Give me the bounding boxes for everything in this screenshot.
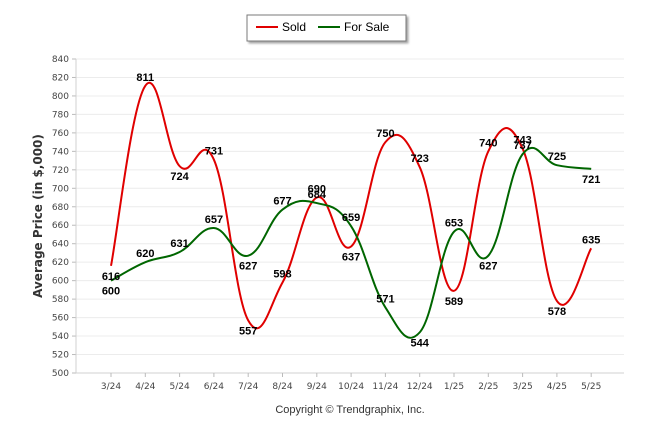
x-tick-label: 3/24 — [101, 382, 121, 392]
data-label-sold: 589 — [445, 296, 463, 308]
x-tick-labels: 3/24 4/24 5/24 6/24 7/24 8/24 9/24 10/24 11/24 12… — [101, 373, 601, 392]
series-line-for-sale — [110, 146, 592, 339]
x-tick-label: 1/25 — [444, 382, 464, 392]
series-lines — [110, 81, 593, 339]
x-tick-label: 4/24 — [135, 382, 155, 392]
y-tick-labels: 500 520 540 560 580 600 620 640 660 680 700 720 740 7… — [52, 55, 69, 379]
x-tick-label: 7/24 — [238, 382, 258, 392]
data-label-sold: 598 — [273, 268, 291, 280]
x-tick-label: 5/24 — [169, 382, 189, 392]
data-label-sold: 557 — [239, 325, 257, 337]
data-label-sold: 723 — [411, 153, 429, 165]
y-tick-label: 640 — [52, 240, 69, 250]
y-tick-label: 780 — [52, 110, 69, 120]
y-tick-label: 820 — [52, 73, 69, 83]
data-label-for-sale: 721 — [582, 174, 600, 186]
legend: Sold For Sale — [246, 14, 407, 42]
y-tick-label: 760 — [52, 129, 69, 139]
plot-background — [76, 59, 624, 373]
x-tick-label: 5/25 — [581, 382, 601, 392]
data-label-sold: 578 — [548, 306, 566, 318]
data-label-for-sale: 725 — [548, 151, 566, 163]
data-label-sold: 740 — [479, 137, 497, 149]
gridlines — [72, 58, 624, 374]
data-label-for-sale: 627 — [479, 261, 497, 273]
data-label-for-sale: 677 — [273, 196, 291, 208]
y-tick-label: 840 — [52, 55, 69, 65]
y-tick-label: 740 — [52, 147, 69, 157]
data-label-for-sale: 684 — [308, 189, 327, 201]
y-tick-label: 620 — [52, 258, 69, 268]
data-label-sold: 811 — [136, 72, 154, 84]
data-label-for-sale: 600 — [102, 286, 120, 298]
y-tick-label: 520 — [52, 351, 69, 361]
data-label-for-sale: 737 — [513, 140, 531, 152]
x-tick-label: 11/24 — [372, 382, 398, 392]
x-tick-label: 4/25 — [547, 382, 567, 392]
legend-label-sold: Sold — [282, 20, 306, 34]
data-label-for-sale: 659 — [342, 212, 360, 224]
x-tick-label: 10/24 — [338, 382, 364, 392]
data-label-sold: 750 — [376, 128, 394, 140]
x-tick-label: 3/25 — [512, 382, 532, 392]
data-label-sold: 690 — [308, 184, 326, 196]
y-tick-label: 800 — [52, 92, 69, 102]
data-label-for-sale: 627 — [239, 261, 257, 273]
x-tick-label: 8/24 — [272, 382, 292, 392]
data-label-sold: 635 — [582, 234, 600, 246]
y-axis-title: Average Price (in $,000) — [31, 134, 45, 298]
y-tick-label: 680 — [52, 203, 69, 213]
data-label-sold: 731 — [205, 146, 223, 158]
y-tick-label: 600 — [52, 277, 69, 287]
y-tick-label: 500 — [52, 369, 69, 379]
legend-label-for-sale: For Sale — [344, 20, 390, 34]
data-label-for-sale: 631 — [170, 238, 188, 250]
data-label-sold: 637 — [342, 251, 360, 263]
data-label-for-sale: 571 — [376, 293, 394, 305]
x-tick-label: 12/24 — [407, 382, 433, 392]
data-label-sold: 724 — [170, 171, 189, 183]
series-line-sold — [110, 81, 593, 330]
data-labels: 616 811 724 731 557 598 690 637 750 723 589 740 743 5… — [102, 72, 601, 350]
data-label-sold: 743 — [513, 135, 531, 147]
y-tick-label: 700 — [52, 184, 69, 194]
copyright-text: Copyright © Trendgraphix, Inc. — [275, 404, 424, 416]
x-tick-label: 2/25 — [478, 382, 498, 392]
y-tick-label: 580 — [52, 295, 69, 305]
y-tick-label: 540 — [52, 332, 69, 342]
data-label-for-sale: 544 — [411, 337, 430, 349]
x-tick-label: 9/24 — [307, 382, 327, 392]
x-tick-label: 6/24 — [204, 382, 224, 392]
data-label-for-sale: 620 — [136, 248, 154, 260]
data-label-for-sale: 653 — [445, 218, 463, 230]
plot-area: 500 520 540 560 580 600 620 640 660 680 700 720 740 7… — [52, 55, 624, 392]
data-label-sold: 616 — [102, 271, 120, 283]
y-tick-label: 560 — [52, 314, 69, 324]
data-label-for-sale: 657 — [205, 214, 223, 226]
y-tick-label: 660 — [52, 221, 69, 231]
y-tick-label: 720 — [52, 166, 69, 176]
